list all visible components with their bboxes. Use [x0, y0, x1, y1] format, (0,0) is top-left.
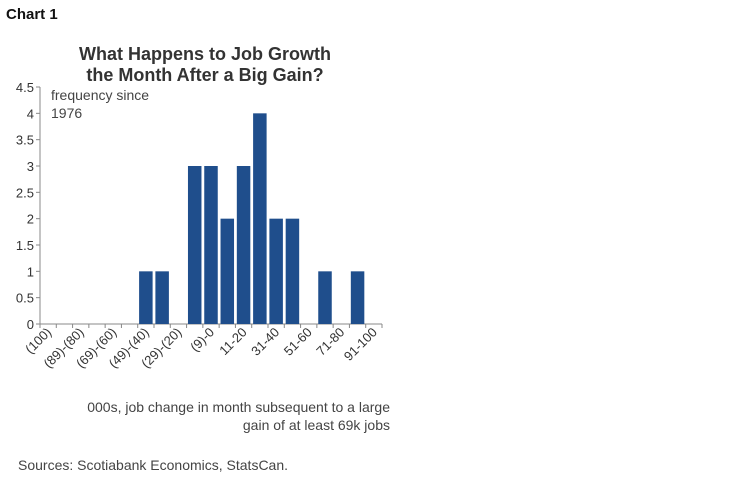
y-axis-annotation-line-1: frequency since	[51, 87, 150, 103]
x-axis-label-line-1: 000s, job change in month subsequent to …	[87, 399, 390, 415]
y-tick-label: 4	[27, 106, 34, 121]
bar	[187, 166, 202, 324]
y-tick-label: 0.5	[16, 291, 34, 306]
bar	[350, 271, 365, 324]
source-note: Sources: Scotiabank Economics, StatsCan.	[18, 457, 289, 473]
x-tick-label: 51-60	[281, 325, 315, 359]
chart-title-line-1: What Happens to Job Growth	[79, 44, 331, 64]
y-tick-label: 1	[27, 264, 34, 279]
bar	[236, 166, 251, 324]
y-tick-label: 3	[27, 159, 34, 174]
bar	[139, 271, 153, 324]
y-tick-label: 2.5	[16, 185, 34, 200]
bar	[220, 218, 235, 324]
x-tick-label: (9)-0	[187, 325, 217, 355]
bar	[285, 218, 300, 324]
chart-title-line-2: the Month After a Big Gain?	[86, 65, 324, 85]
bar	[155, 271, 169, 324]
y-tick-label: 4.5	[16, 80, 34, 95]
y-tick-label: 2	[27, 212, 34, 227]
y-tick-label: 0	[27, 317, 34, 332]
x-tick-label: 91-100	[341, 325, 380, 364]
chart-title: What Happens to Job Growth the Month Aft…	[40, 44, 370, 86]
bar	[318, 271, 332, 324]
bar	[204, 166, 218, 324]
x-axis-label-line-2: gain of at least 69k jobs	[242, 417, 390, 433]
bar	[253, 113, 267, 324]
x-tick-label: 11-20	[216, 325, 249, 358]
x-tick-label: 31-40	[248, 325, 282, 359]
bar	[269, 218, 283, 324]
y-tick-label: 3.5	[16, 133, 34, 148]
x-axis-label: 000s, job change in month subsequent to …	[30, 398, 390, 434]
y-tick-label: 1.5	[16, 238, 34, 253]
y-axis-annotation-line-2: 1976	[51, 105, 83, 121]
chart-number-label: Chart 1	[6, 6, 58, 23]
y-axis-annotation: frequency since 1976	[51, 86, 181, 122]
